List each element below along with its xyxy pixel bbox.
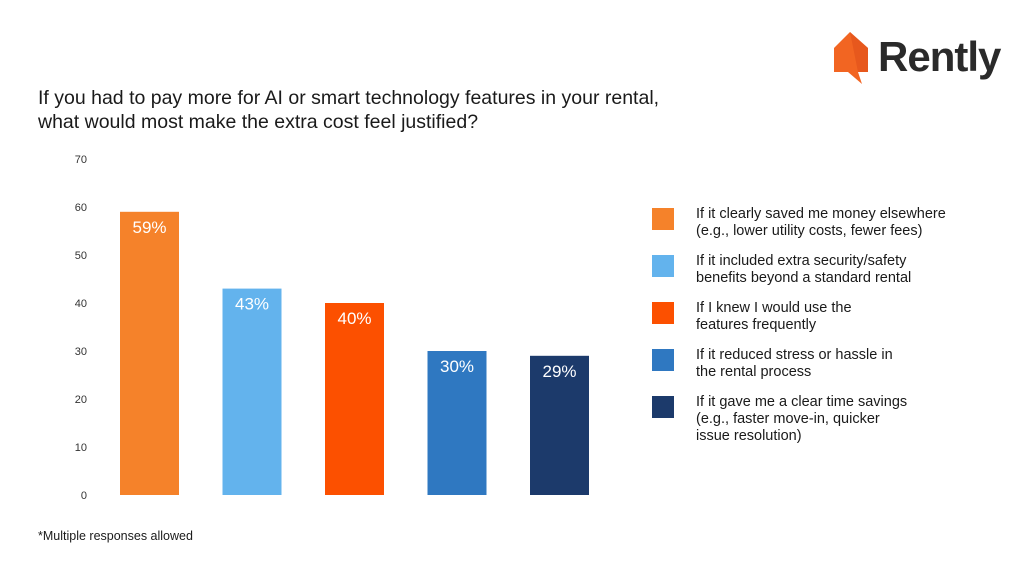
legend-label-line: If I knew I would use the: [696, 300, 852, 316]
legend-label: If it included extra security/safety bene…: [696, 253, 996, 287]
legend-label-line: issue resolution): [696, 428, 802, 444]
bar: [325, 303, 384, 495]
legend-swatch: [652, 396, 674, 418]
y-tick-label: 70: [75, 154, 87, 166]
legend-label-line: features frequently: [696, 317, 817, 333]
bar-value-label: 29%: [542, 362, 576, 381]
y-tick-label: 0: [81, 490, 87, 502]
legend-label-line: benefits beyond a standard rental: [696, 270, 912, 286]
y-tick-label: 60: [75, 202, 87, 214]
legend-label-line: (e.g., lower utility costs, fewer fees): [696, 223, 923, 239]
bar-value-label: 59%: [132, 218, 166, 237]
y-tick-label: 50: [75, 250, 87, 262]
legend-swatch: [652, 255, 674, 277]
y-tick-label: 30: [75, 346, 87, 358]
rently-logo-icon: [834, 32, 868, 84]
legend-swatch: [652, 349, 674, 371]
legend-swatch: [652, 302, 674, 324]
legend-label-line: If it clearly saved me money elsewhere: [696, 206, 946, 222]
y-tick-label: 20: [75, 394, 87, 406]
chart-title: If you had to pay more for AI or smart t…: [38, 86, 798, 134]
legend-label: If it clearly saved me money elsewhere (e…: [696, 206, 996, 240]
chart-title-line: If you had to pay more for AI or smart t…: [38, 87, 660, 109]
bar: [530, 355, 589, 495]
bar-chart: 0 10 20 30 40 50 60 70 59% 43% 40% 30% 29%: [75, 154, 589, 502]
brand-name: Rently: [878, 33, 1001, 80]
legend-label-line: the rental process: [696, 364, 812, 380]
legend-label-line: (e.g., faster move-in, quicker: [696, 411, 880, 427]
footnote: *Multiple responses allowed: [38, 529, 193, 543]
legend-label: If it gave me a clear time savings (e.g.,…: [696, 394, 996, 445]
bar-value-label: 40%: [337, 309, 371, 328]
legend-label-line: If it included extra security/safety: [696, 253, 907, 269]
bar-value-label: 43%: [235, 295, 269, 314]
legend-swatch: [652, 208, 674, 230]
chart-title-line: what would most make the extra cost feel…: [38, 111, 479, 133]
legend-label: If I knew I would use the features freque…: [696, 300, 996, 334]
legend-label-line: If it reduced stress or hassle in: [696, 347, 893, 363]
legend-label-line: If it gave me a clear time savings: [696, 394, 908, 410]
bar-value-label: 30%: [440, 357, 474, 376]
y-tick-label: 10: [75, 442, 87, 454]
bar: [427, 351, 487, 495]
legend-label: If it reduced stress or hassle in the ren…: [696, 347, 996, 381]
bar: [120, 211, 179, 496]
y-tick-label: 40: [75, 298, 87, 310]
bar: [222, 288, 282, 495]
